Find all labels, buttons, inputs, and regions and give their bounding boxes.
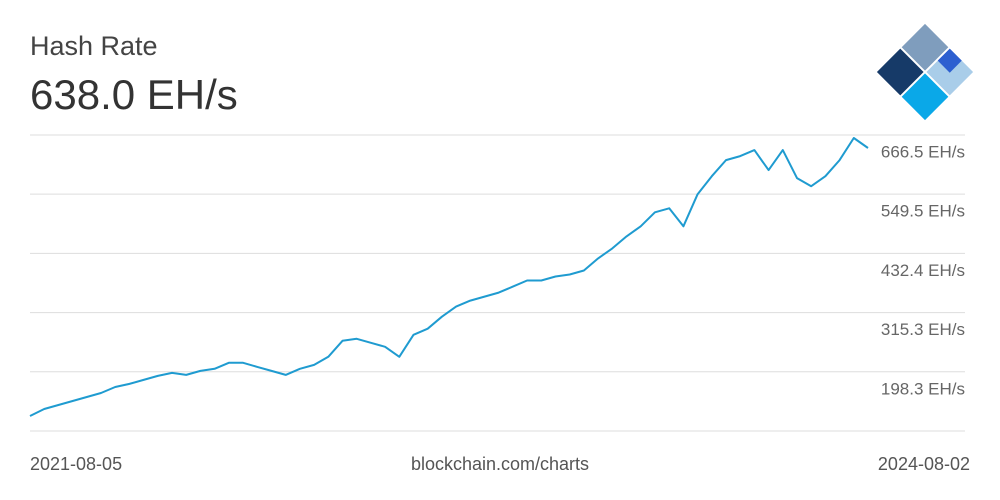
y-tick-label: 198.3 EH/s <box>881 379 965 398</box>
x-tick-label: 2024-08-02 <box>878 454 970 474</box>
y-tick-label: 666.5 EH/s <box>881 142 965 161</box>
logo <box>876 23 974 121</box>
x-tick-label: 2021-08-05 <box>30 454 122 474</box>
current-value: 638.0 EH/s <box>30 71 238 118</box>
y-tick-label: 549.5 EH/s <box>881 202 965 221</box>
y-tick-label: 315.3 EH/s <box>881 320 965 339</box>
y-tick-label: 432.4 EH/s <box>881 261 965 280</box>
line <box>29 137 869 417</box>
chart-title: Hash Rate <box>30 31 158 61</box>
source: blockchain.com/charts <box>411 454 589 474</box>
